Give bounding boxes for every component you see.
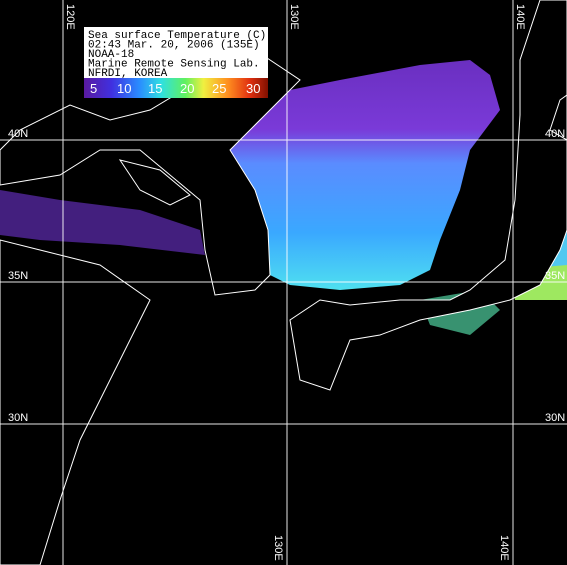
legend-line: 02:43 Mar. 20, 2006 (135E)	[88, 40, 260, 52]
scale-label: 5	[90, 81, 97, 96]
lon-label: 140E	[498, 535, 510, 561]
sst-field	[230, 60, 500, 290]
lat-label: 40N	[545, 128, 565, 140]
legend-box	[84, 27, 268, 78]
lat-label: 35N	[545, 270, 565, 282]
lon-label: 130E	[272, 535, 284, 561]
lon-label: 130E	[288, 4, 300, 30]
scale-label: 30	[246, 81, 260, 96]
lat-label: 40N	[8, 128, 28, 140]
lat-label: 30N	[8, 412, 28, 424]
legend-line: Sea surface Temperature (C)	[88, 30, 266, 42]
sst-field	[0, 190, 205, 255]
scale-label: 20	[180, 81, 194, 96]
lat-label: 30N	[545, 412, 565, 424]
scale-label: 15	[148, 81, 162, 96]
legend-line: NFRDI, KOREA	[88, 68, 168, 80]
scale-label: 10	[117, 81, 131, 96]
lon-label: 140E	[514, 4, 526, 30]
legend-line: Marine Remote Sensing Lab.	[88, 59, 260, 71]
color-bar	[84, 78, 268, 98]
scale-label: 25	[212, 81, 226, 96]
lon-label: 120E	[64, 4, 76, 30]
lat-label: 35N	[8, 270, 28, 282]
legend-line: NOAA-18	[88, 49, 134, 61]
